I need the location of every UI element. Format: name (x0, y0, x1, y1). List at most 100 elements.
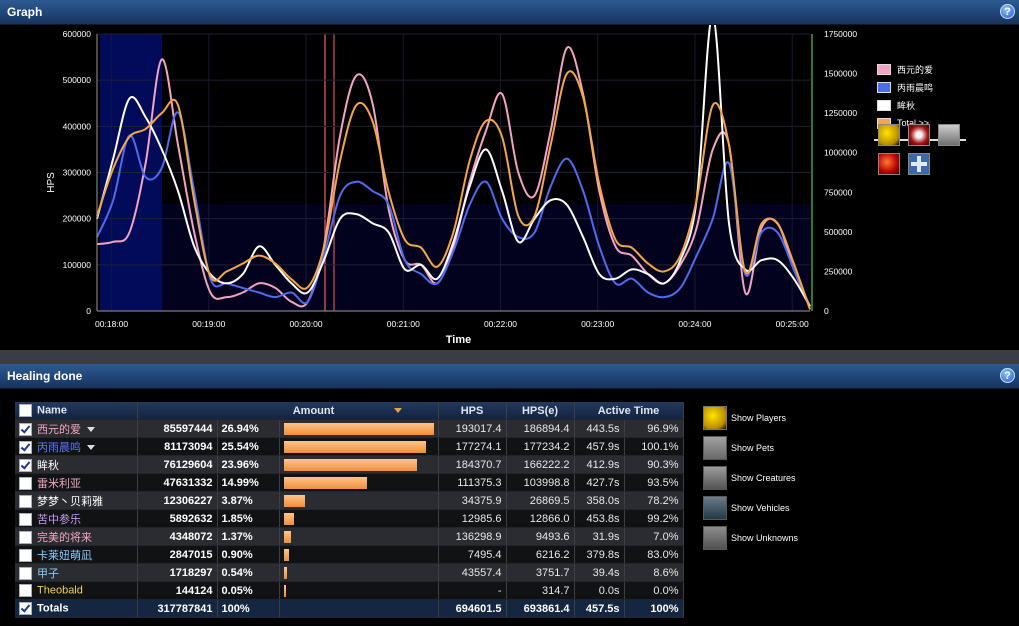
player-name[interactable]: 甲子 (37, 567, 59, 580)
legend-item[interactable]: 丙雨晨鸣 (877, 78, 933, 96)
table-row[interactable]: 苦中参乐 5892632 1.85% 12985.6 12866.0 453.8s 99.2… (15, 509, 684, 528)
active-time-cell: 0.0s (574, 581, 625, 600)
expand-arrow-icon[interactable] (87, 427, 95, 433)
unknowns-icon[interactable] (703, 526, 727, 550)
healing-panel-header: Healing done ? (0, 364, 1019, 389)
table-row[interactable]: 丙雨晨鸣 81173094 25.54% 177274.1 177234.2 457.9s… (15, 437, 684, 456)
show-option-1[interactable]: Show Pets (703, 436, 774, 460)
row-checkbox[interactable] (19, 549, 32, 563)
row-checkbox[interactable] (19, 531, 32, 545)
table-row[interactable]: 梦梦丶贝莉雅 12306227 3.87% 34375.9 26869.5 358.0s 7… (15, 491, 684, 510)
expand-arrow-icon[interactable] (87, 445, 95, 451)
row-checkbox[interactable] (19, 513, 32, 527)
legend-swatch (877, 81, 891, 93)
player-name[interactable]: Theobald (37, 584, 83, 597)
graph-help-icon[interactable]: ? (1000, 4, 1015, 19)
table-row[interactable]: 眸秋 76129604 23.96% 184370.7 166222.2 412.9s 90… (15, 455, 684, 474)
hps-chart[interactable]: 6000005000004000003000002000001000000175… (0, 25, 870, 350)
hps-cell: 12985.6 (438, 509, 507, 528)
select-all-checkbox[interactable] (19, 404, 32, 417)
amount-bar-cell (279, 581, 439, 600)
players-filter-icon[interactable] (878, 124, 900, 146)
pets-icon[interactable] (703, 436, 727, 460)
row-checkbox[interactable] (19, 423, 32, 437)
vehicles-icon[interactable] (703, 496, 727, 520)
y-tick-label: 0 (86, 306, 91, 316)
hps-cell: 43557.4 (438, 563, 507, 582)
player-name[interactable]: 完美的将来 (37, 531, 92, 544)
amount-bar (283, 530, 292, 543)
active-time-cell: 453.8s (574, 509, 625, 528)
row-checkbox[interactable] (19, 567, 32, 581)
active-percent-cell: 83.0% (624, 545, 684, 564)
amount-cell: 1718297 (137, 563, 218, 582)
hpse-header[interactable]: HPS(e) (506, 402, 575, 420)
amount-cell: 12306227 (137, 491, 218, 510)
active-percent-cell: 8.6% (624, 563, 684, 582)
active-time-header[interactable]: Active Time (574, 402, 684, 420)
creatures-filter-icon[interactable] (938, 124, 960, 146)
totals-checkbox[interactable] (19, 602, 32, 615)
row-checkbox[interactable] (19, 495, 32, 509)
row-checkbox[interactable] (19, 477, 32, 491)
show-option-3[interactable]: Show Vehicles (703, 496, 790, 520)
table-row[interactable]: 完美的将来 4348072 1.37% 136298.9 9493.6 31.9s 7.0% (15, 527, 684, 546)
x-tick-label: 00:24:00 (678, 319, 711, 329)
table-row[interactable]: 甲子 1718297 0.54% 43557.4 3751.7 39.4s 8.6% (15, 563, 684, 582)
amount-bar-cell (279, 509, 439, 528)
enemies-filter-icon[interactable] (908, 124, 930, 146)
healing-help-icon[interactable]: ? (1000, 368, 1015, 383)
percent-cell: 23.96% (217, 455, 280, 474)
percent-cell: 1.37% (217, 527, 280, 546)
y2-tick-label: 500000 (824, 227, 853, 237)
player-name[interactable]: 雷米利亚 (37, 477, 81, 490)
players-icon[interactable] (703, 406, 727, 430)
hpse-cell: 186894.4 (506, 419, 575, 438)
amount-bar (283, 476, 367, 489)
show-option-label: Show Pets (731, 443, 775, 453)
totals-hps: 694601.5 (438, 599, 507, 618)
y2-tick-label: 750000 (824, 187, 853, 197)
amount-cell: 76129604 (137, 455, 218, 474)
legend-item[interactable]: 眸秋 (877, 96, 933, 114)
hpse-cell: 9493.6 (506, 527, 575, 546)
row-checkbox[interactable] (19, 584, 32, 597)
show-option-label: Show Vehicles (731, 503, 790, 513)
chart-legend: 西元的爱 丙雨晨鸣 眸秋 Total >> (877, 60, 933, 132)
hostile-filter-icon[interactable] (878, 153, 900, 175)
player-name[interactable]: 梦梦丶贝莉雅 (37, 495, 103, 508)
active-percent-cell: 7.0% (624, 527, 684, 546)
y2-tick-label: 250000 (824, 266, 853, 276)
percent-cell: 0.90% (217, 545, 280, 564)
show-option-2[interactable]: Show Creatures (703, 466, 796, 490)
player-name[interactable]: 丙雨晨鸣 (37, 441, 81, 454)
hps-cell: 184370.7 (438, 455, 507, 474)
healing-panel-title: Healing done (7, 369, 83, 383)
show-option-0[interactable]: Show Players (703, 406, 786, 430)
row-checkbox[interactable] (19, 441, 32, 455)
active-percent-cell: 78.2% (624, 491, 684, 510)
table-row[interactable]: 雷米利亚 47631332 14.99% 111375.3 103998.8 427.7s… (15, 473, 684, 492)
legend-item[interactable]: 西元的爱 (877, 60, 933, 78)
player-name[interactable]: 眸秋 (37, 459, 59, 472)
name-header[interactable]: Name (15, 402, 138, 420)
creatures-icon[interactable] (703, 466, 727, 490)
table-row[interactable]: 卡莱妞萌凪 2847015 0.90% 7495.4 6216.2 379.8s 83.0% (15, 545, 684, 564)
hps-header[interactable]: HPS (438, 402, 507, 420)
active-percent-cell: 99.2% (624, 509, 684, 528)
amount-bar-cell (279, 527, 439, 546)
friendly-filter-icon[interactable] (908, 153, 930, 175)
show-option-4[interactable]: Show Unknowns (703, 526, 798, 550)
show-option-label: Show Creatures (731, 473, 796, 483)
player-name[interactable]: 西元的爱 (37, 423, 81, 436)
player-name[interactable]: 卡莱妞萌凪 (37, 549, 92, 562)
hps-cell: 34375.9 (438, 491, 507, 510)
active-time-cell: 379.8s (574, 545, 625, 564)
legend-label: 西元的爱 (897, 64, 934, 75)
amount-header[interactable]: Amount (137, 402, 439, 420)
row-checkbox[interactable] (19, 459, 32, 473)
table-row[interactable]: 西元的爱 85597444 26.94% 193017.4 186894.4 443.5s… (15, 419, 684, 438)
table-row[interactable]: Theobald 144124 0.05% -314.7 0.0s 0.0% (15, 581, 684, 600)
player-name[interactable]: 苦中参乐 (37, 513, 81, 526)
active-time-cell: 31.9s (574, 527, 625, 546)
